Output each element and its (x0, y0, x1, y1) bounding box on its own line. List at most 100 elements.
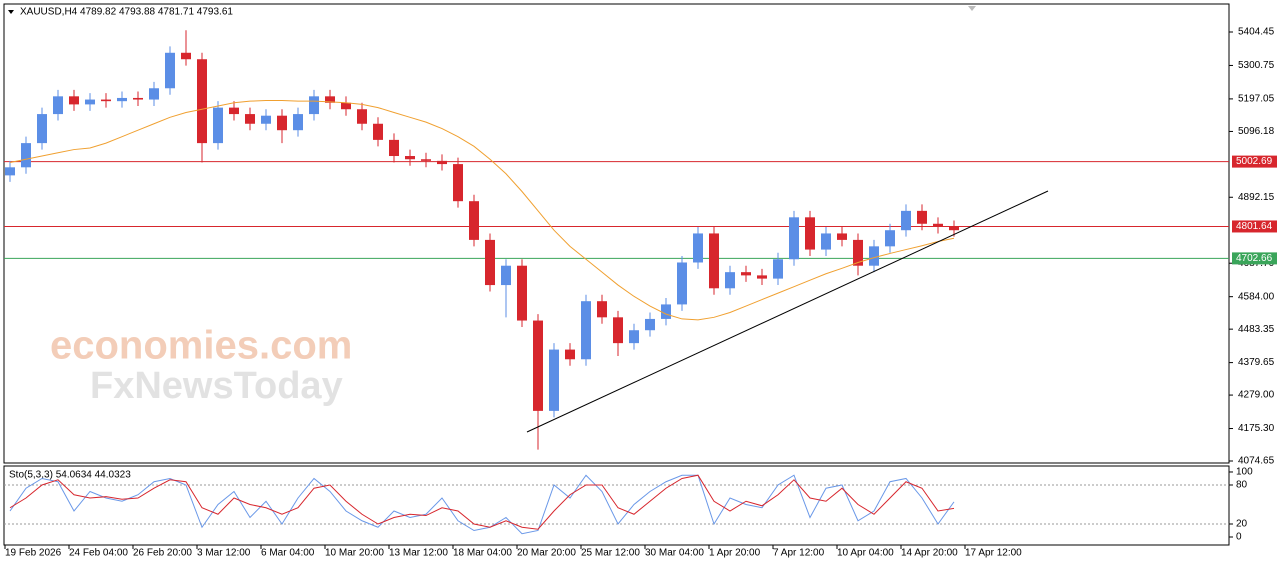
stoch-line (9, 474, 955, 530)
x-tick-label: 18 Mar 04:00 (453, 548, 512, 559)
candle-body (277, 115, 287, 131)
candle-body (917, 210, 927, 224)
candle-body (149, 88, 159, 100)
candle-body (373, 123, 383, 140)
candle-body (213, 107, 223, 144)
candle-body (869, 246, 879, 266)
candle-body (469, 201, 479, 240)
level-label-box (1232, 252, 1277, 265)
level-label: 5002.69 (1236, 156, 1273, 167)
candle-body (357, 109, 367, 124)
menu-arrow (8, 10, 14, 14)
y-tick-label: 20 (1236, 519, 1248, 530)
x-tick-label: 17 Apr 12:00 (965, 548, 1022, 559)
x-tick-label: 10 Mar 20:00 (325, 548, 384, 559)
x-tick-label: 19 Feb 2026 (5, 548, 62, 559)
candle-body (261, 115, 271, 124)
candle-body (133, 97, 143, 100)
trendline (526, 190, 1049, 433)
candle-body (581, 301, 591, 360)
x-tick-label: 7 Apr 12:00 (773, 548, 825, 559)
level-label: 4801.64 (1236, 221, 1273, 232)
candle-body (293, 114, 303, 131)
candle-body (453, 164, 463, 202)
candle-body (517, 265, 527, 321)
candle-body (53, 96, 63, 115)
candle-body (821, 233, 831, 250)
moving-average (9, 100, 955, 321)
x-tick-label: 25 Mar 12:00 (581, 548, 640, 559)
candle-body (85, 99, 95, 105)
y-tick-label: 80 (1236, 480, 1248, 491)
candle-body (405, 156, 415, 160)
candle-body (805, 217, 815, 250)
y-tick-label: 100 (1236, 467, 1253, 478)
x-tick-label: 1 Apr 20:00 (709, 548, 761, 559)
candle-body (837, 233, 847, 240)
y-tick-label: 4892.15 (1238, 192, 1275, 203)
candle-body (709, 233, 719, 289)
y-tick-label: 4175.30 (1238, 423, 1275, 434)
y-tick-label: 4379.65 (1238, 357, 1275, 368)
candle-body (229, 107, 239, 115)
candle-body (437, 160, 447, 165)
candle-body (69, 96, 79, 105)
x-tick-label: 10 Apr 04:00 (837, 548, 894, 559)
level-label-box (1232, 220, 1277, 233)
candle-body (757, 275, 767, 279)
x-tick-label: 24 Feb 04:00 (69, 548, 128, 559)
candle-body (5, 167, 15, 176)
candle-body (853, 239, 863, 266)
candle-body (181, 52, 191, 60)
candle-body (677, 262, 687, 305)
candle-body (789, 217, 799, 260)
y-tick-label: 0 (1236, 532, 1242, 543)
candle-body (565, 349, 575, 360)
x-tick-label: 26 Feb 20:00 (133, 548, 192, 559)
candle-body (693, 233, 703, 263)
y-tick-label: 4279.00 (1238, 390, 1275, 401)
candle-body (165, 52, 175, 89)
candle-body (885, 230, 895, 247)
x-tick-label: 30 Mar 04:00 (645, 548, 704, 559)
y-tick-label: 5096.18 (1238, 126, 1275, 137)
x-tick-label: 14 Apr 20:00 (901, 548, 958, 559)
x-tick-label: 6 Mar 04:00 (261, 548, 315, 559)
candle-body (485, 239, 495, 286)
candle-body (549, 349, 559, 411)
candle-body (645, 318, 655, 331)
candle-body (597, 301, 607, 318)
watermark: FxNewsToday (90, 365, 343, 407)
candle-body (725, 272, 735, 289)
watermark: economies.com (50, 324, 352, 368)
candle-body (533, 320, 543, 411)
x-tick-label: 3 Mar 12:00 (197, 548, 251, 559)
y-tick-label: 4483.35 (1238, 324, 1275, 335)
x-tick-label: 13 Mar 12:00 (389, 548, 448, 559)
candle-body (245, 114, 255, 124)
candle-body (341, 102, 351, 110)
candle-body (21, 143, 31, 168)
candle-body (101, 99, 111, 102)
level-label-box (1232, 155, 1277, 168)
candle-body (37, 114, 47, 144)
candle-body (421, 159, 431, 161)
candle-body (901, 210, 911, 231)
candle-body (613, 317, 623, 344)
header: XAUUSD,H4 4789.82 4793.88 4781.71 4793.6… (20, 7, 233, 18)
candle-body (773, 259, 783, 279)
y-tick-label: 5404.45 (1238, 27, 1275, 38)
candle-body (501, 265, 511, 286)
candle-body (933, 223, 943, 227)
candle-body (197, 59, 207, 144)
candle-body (661, 304, 671, 319)
candle-body (629, 330, 639, 344)
y-tick-label: 5197.05 (1238, 94, 1275, 105)
indicator-title: Sto(5,3,3) 54.0634 44.0323 (9, 470, 131, 481)
level-label: 4702.66 (1236, 253, 1273, 264)
candle-body (949, 226, 959, 231)
candle-body (325, 96, 335, 103)
x-tick-label: 20 Mar 20:00 (517, 548, 576, 559)
candle-body (741, 272, 751, 276)
